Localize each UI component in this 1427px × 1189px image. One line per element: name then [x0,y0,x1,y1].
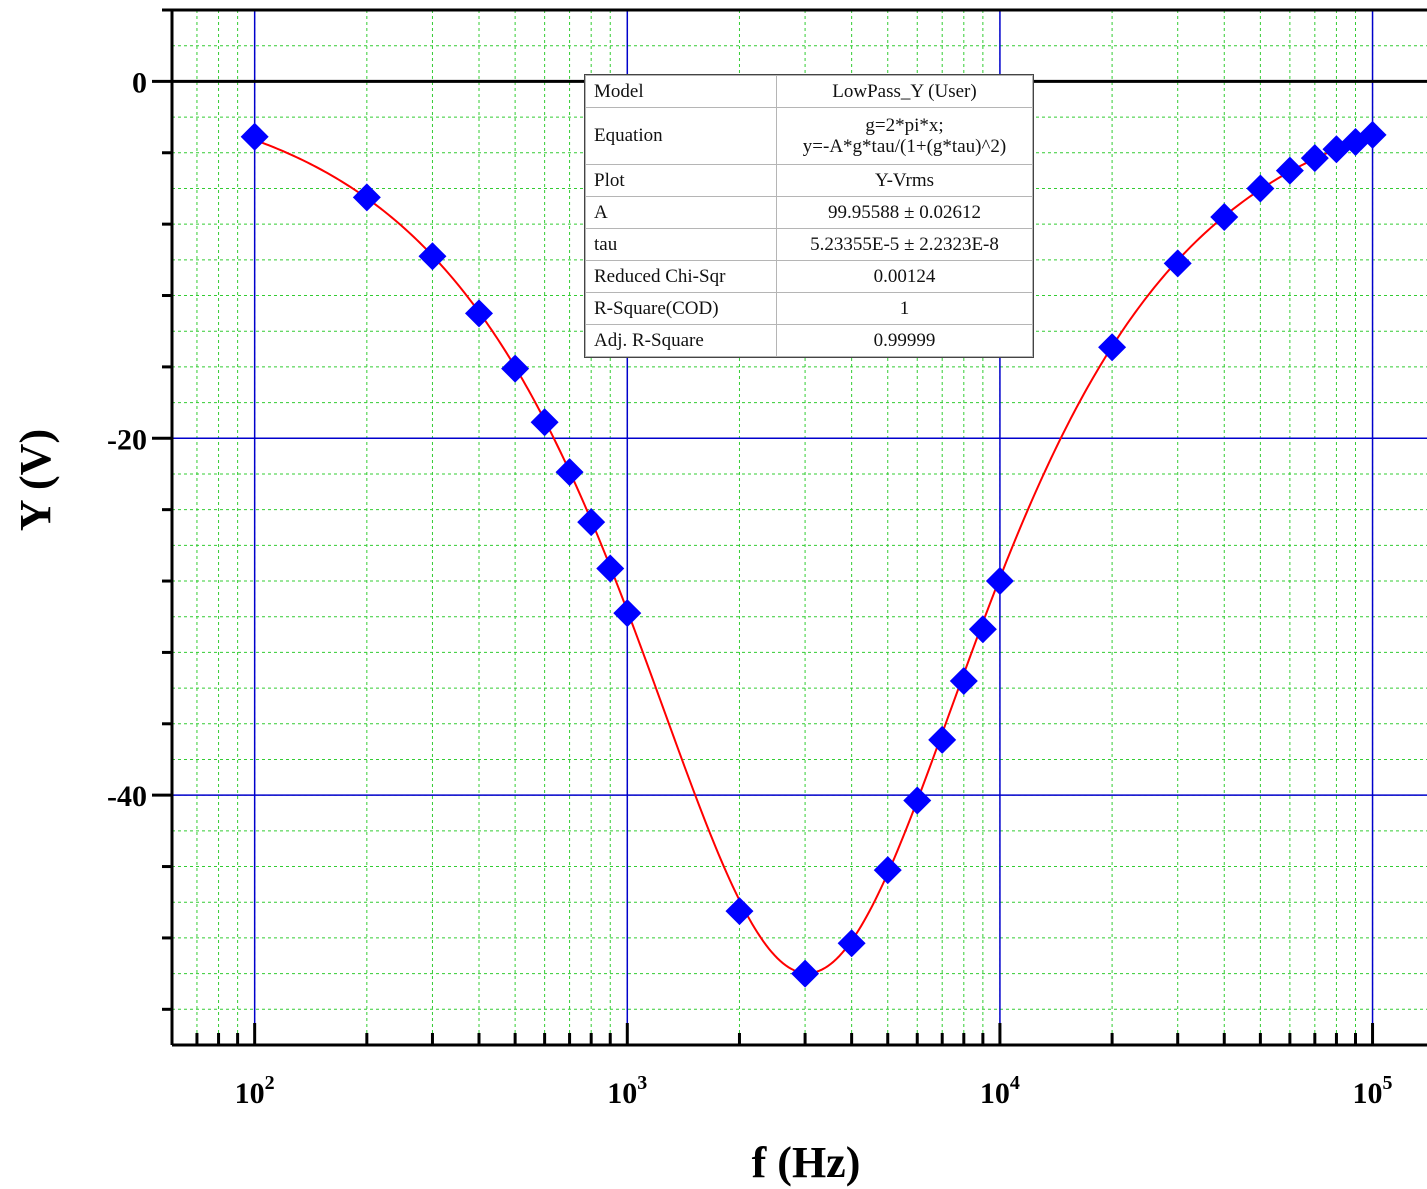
data-point [501,354,530,383]
y-tick-label: -20 [107,423,147,456]
data-point [530,408,559,437]
fit-table-row: Plot Y-Vrms [585,164,1033,197]
fit-table-key: R-Square(COD) [585,292,777,325]
fit-table-row: Reduced Chi-Sqr 0.00124 [585,260,1033,293]
data-point [873,856,902,885]
data-point [1210,203,1239,231]
data-point [1300,144,1329,173]
data-point [725,897,754,926]
data-point [928,725,957,754]
x-tick-label: 102 [235,1072,275,1110]
data-point [577,508,606,537]
markers-layer [240,120,1387,988]
data-point [240,122,269,151]
fit-table-value: Y-Vrms [776,164,1033,197]
x-tick-label: 105 [1353,1072,1393,1110]
fit-table-row: tau 5.23355E-5 ± 2.2323E-8 [585,228,1033,261]
fit-table-row: R-Square(COD) 1 [585,292,1033,325]
fit-table-value: 99.95588 ± 0.02612 [776,196,1033,229]
fit-table-key: Equation [585,107,777,165]
data-point [791,959,820,988]
data-point [555,458,584,487]
data-point [465,299,494,328]
x-tick-label: 103 [607,1072,647,1110]
fit-table-row: A 99.95588 ± 0.02612 [585,196,1033,229]
fit-table-value: 0.00124 [776,260,1033,293]
data-point [837,929,866,958]
data-point [1358,120,1387,149]
fit-table-value-line: g=2*pi*x; [865,115,944,136]
fit-table-key: Adj. R-Square [585,324,777,357]
data-point [968,615,997,644]
data-point [1246,174,1275,203]
data-point [352,183,381,212]
fit-table-key: Plot [585,164,777,197]
fit-table-value: LowPass_Y (User) [776,75,1033,108]
data-point [1163,249,1192,278]
x-axis-title: f (Hz) [752,1138,861,1187]
x-tick-label: 104 [980,1072,1020,1110]
fit-table-value: g=2*pi*x; y=-A*g*tau/(1+(g*tau)^2) [776,107,1033,165]
fit-table-key: A [585,196,777,229]
data-point [613,599,642,628]
fit-table-value: 0.99999 [776,324,1033,357]
y-tick-label: 0 [132,66,147,99]
tick-labels: 0 -20 -40 102 103 104 105 [107,66,1393,1110]
fit-results-table: Model LowPass_Y (User) Equation g=2*pi*x; y=… [584,74,1034,358]
fit-table-key: Model [585,75,777,108]
data-point [985,567,1014,596]
fit-table-key: tau [585,228,777,261]
y-axis-title: Y (V) [11,429,60,531]
fit-table-row: Model LowPass_Y (User) [585,75,1033,108]
fit-table-value-line: y=-A*g*tau/(1+(g*tau)^2) [802,136,1007,157]
data-point [596,554,625,583]
fit-table-row: Adj. R-Square 0.99999 [585,324,1033,357]
y-tick-label: -40 [107,780,147,813]
fit-table-value: 5.23355E-5 ± 2.2323E-8 [776,228,1033,261]
data-point [903,786,932,815]
fit-table-key: Reduced Chi-Sqr [585,260,777,293]
data-point [1275,156,1304,185]
fit-table-value: 1 [776,292,1033,325]
data-point [949,666,978,695]
data-point [1098,333,1127,362]
data-point [418,242,447,271]
fit-table-row: Equation g=2*pi*x; y=-A*g*tau/(1+(g*tau)^2… [585,107,1033,165]
